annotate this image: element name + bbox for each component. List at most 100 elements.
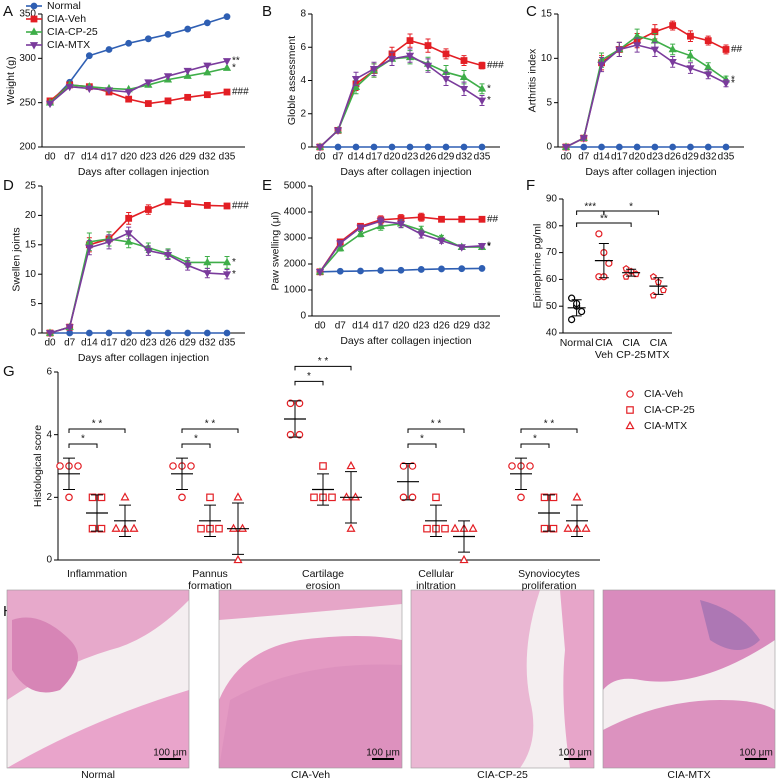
- x-tick-label: d35: [718, 152, 735, 163]
- marker: [581, 523, 591, 532]
- series-line: [565, 44, 727, 148]
- marker: [423, 62, 433, 71]
- y-axis-label: Epinephrine pg/ml: [532, 224, 544, 309]
- y-axis-label: Arthritis index: [527, 48, 539, 112]
- bracket: [407, 428, 465, 433]
- marker: [417, 266, 425, 273]
- marker: [376, 221, 385, 230]
- tissue: [603, 700, 775, 768]
- x-tick-label: d14: [352, 321, 369, 332]
- marker: [85, 85, 94, 94]
- marker: [203, 67, 212, 76]
- marker: [370, 143, 378, 151]
- x-tick-label: d17: [101, 338, 118, 349]
- marker: [233, 554, 243, 564]
- x-tick-label: d26: [160, 338, 177, 349]
- bracket: [68, 443, 98, 448]
- x-tick-label: d7: [335, 321, 347, 332]
- y-tick-label: 6: [300, 42, 306, 53]
- y-tick-label: 4: [300, 75, 306, 86]
- y-tick-label: 5: [30, 298, 36, 309]
- marker: [649, 272, 657, 280]
- sd-bar: [571, 299, 582, 317]
- significance: *: [232, 63, 236, 74]
- y-axis-label: Histological score: [32, 425, 44, 507]
- significance: *: [307, 371, 311, 382]
- marker: [125, 39, 133, 47]
- marker: [286, 399, 295, 408]
- bracket: [576, 222, 632, 227]
- marker: [721, 80, 731, 88]
- y-tick-label: 0: [300, 311, 306, 322]
- sd-bar: [626, 268, 637, 277]
- marker: [350, 492, 361, 501]
- significance: *: [487, 83, 491, 94]
- marker: [668, 44, 677, 53]
- marker: [319, 462, 327, 470]
- series-line: [49, 201, 228, 334]
- significance: * *: [92, 419, 103, 430]
- image-frame: [602, 589, 776, 769]
- x-tick-label: d0: [44, 152, 56, 163]
- x-tick-label: Veh: [595, 349, 613, 361]
- y-axis-label: Weight (g): [5, 56, 17, 104]
- scale-bar-label: 100 μm: [153, 748, 187, 759]
- marker: [633, 42, 642, 50]
- series-line: [49, 15, 228, 104]
- x-tick-label: CP-25: [616, 349, 646, 361]
- y-tick-label: 25: [25, 181, 37, 192]
- marker: [722, 46, 730, 53]
- tissue: [219, 590, 402, 620]
- marker: [315, 144, 325, 152]
- x-axis-label: Days after collagen injection: [340, 166, 471, 178]
- marker: [649, 291, 657, 299]
- marker: [206, 493, 214, 502]
- marker: [203, 202, 211, 209]
- x-tick-label: d32: [700, 152, 717, 163]
- y-tick-label: 1000: [284, 285, 307, 296]
- marker: [442, 50, 450, 58]
- marker: [686, 65, 695, 73]
- significance: *: [629, 202, 633, 213]
- x-tick-label: erosion: [306, 580, 341, 592]
- marker: [399, 493, 408, 502]
- histology-image: [7, 590, 189, 768]
- marker: [478, 215, 486, 223]
- marker: [203, 19, 211, 27]
- marker: [163, 251, 173, 260]
- marker: [74, 462, 82, 470]
- x-tick-label: d23: [647, 152, 664, 163]
- significance: *: [81, 434, 85, 445]
- x-tick-label: Normal: [560, 337, 594, 349]
- x-tick-label: d14: [81, 152, 98, 163]
- marker: [228, 523, 239, 532]
- marker: [144, 329, 152, 337]
- marker: [125, 214, 133, 222]
- legend-marker: [30, 2, 38, 10]
- marker: [85, 244, 94, 253]
- legend-label: CIA-CP-25: [47, 26, 98, 38]
- x-tick-label: inltration: [416, 580, 456, 592]
- marker: [222, 63, 232, 71]
- significance: *: [487, 240, 491, 251]
- marker: [104, 239, 114, 247]
- x-tick-label: d17: [101, 152, 118, 163]
- marker: [468, 523, 478, 532]
- marker: [222, 257, 232, 266]
- marker: [237, 523, 248, 532]
- marker: [164, 198, 172, 206]
- marker: [328, 493, 336, 502]
- histology-image: [219, 590, 402, 768]
- marker: [65, 493, 73, 502]
- sd-bar: [543, 494, 555, 532]
- x-tick-label: d29: [453, 321, 470, 332]
- marker: [286, 430, 295, 439]
- y-tick-label: 40: [546, 328, 558, 339]
- x-tick-label: d20: [384, 152, 401, 163]
- marker: [203, 329, 211, 337]
- legend-label: CIA-Veh: [644, 388, 683, 400]
- marker: [568, 316, 576, 324]
- marker: [295, 399, 304, 408]
- bracket: [68, 428, 126, 433]
